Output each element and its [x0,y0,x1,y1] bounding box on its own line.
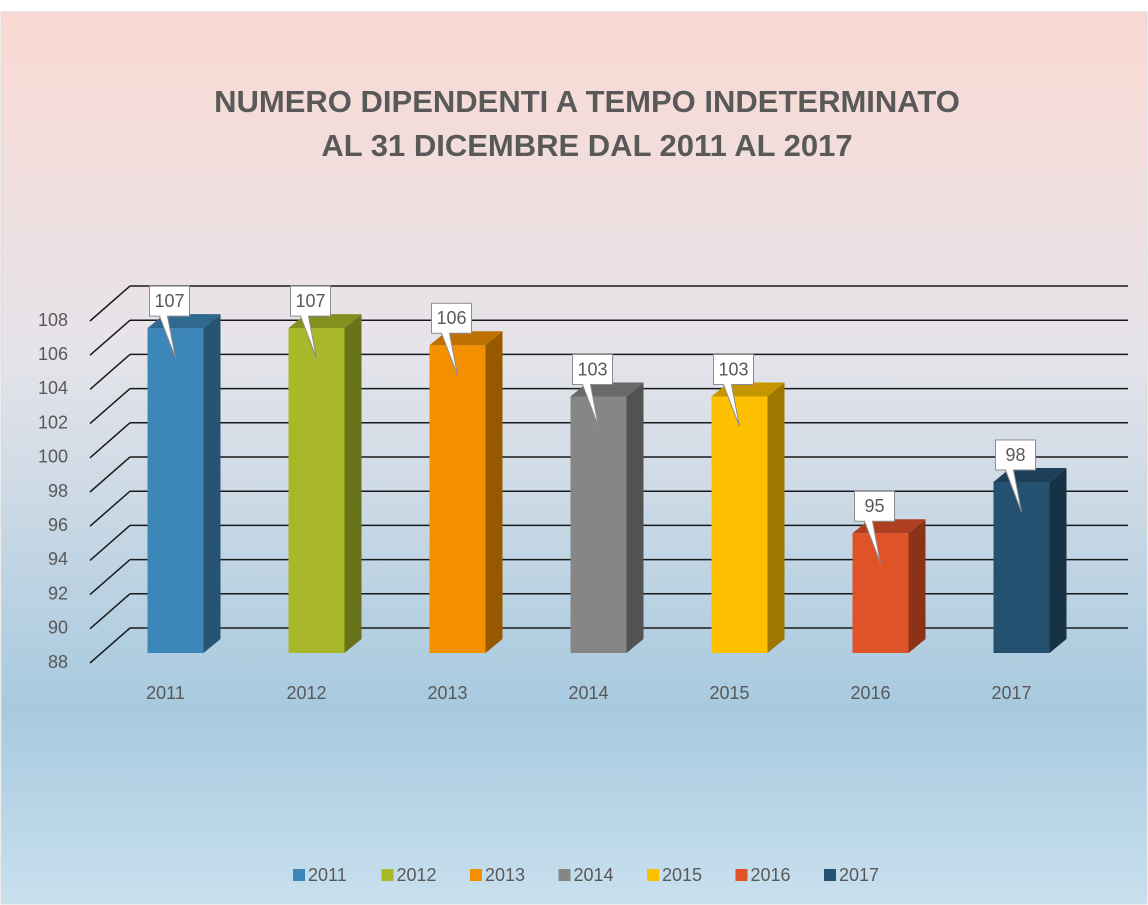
data-label: 107 [295,291,325,311]
grid-line-side [89,524,131,561]
data-label-box [149,285,190,359]
x-tick-label: 2017 [991,683,1031,703]
grid-line-side [89,456,131,493]
bar-side [908,519,926,653]
y-tick-label: 100 [38,447,68,467]
bar-front [711,396,768,653]
grid-line-side [89,285,131,322]
x-tick-label: 2012 [286,683,326,703]
y-tick-label: 88 [48,652,68,672]
bar [711,382,785,653]
x-tick-label: 2013 [427,683,467,703]
bar-side [1049,468,1067,653]
legend-swatch [381,869,394,881]
bar-side [203,314,221,653]
y-tick-label: 96 [48,515,68,535]
y-tick-label: 92 [48,583,68,603]
x-tick-label: 2014 [568,683,608,703]
legend-swatch [735,869,748,881]
legend-swatch [470,869,482,881]
bar [147,314,221,653]
legend-label: 2015 [662,865,702,885]
grid-line-side [89,388,131,425]
legend-swatch [647,869,659,881]
grid-line-side [89,559,131,596]
grid-line-side [89,422,131,459]
grid-line-side [89,627,131,664]
data-label: 103 [577,359,607,379]
data-label-box [713,354,754,427]
data-label: 103 [718,359,748,379]
legend-label: 2016 [751,865,791,885]
y-tick-label: 108 [38,310,68,330]
data-label: 98 [1005,445,1025,465]
legend-label: 2013 [485,865,525,885]
legend-label: 2012 [397,865,437,885]
x-tick-label: 2015 [709,683,749,703]
data-label: 106 [436,308,466,328]
y-tick-label: 106 [38,344,68,364]
bar-side [767,382,785,653]
bar-front [993,482,1050,653]
legend-swatch [824,869,836,881]
x-tick-label: 2016 [850,683,890,703]
bar-front [147,328,204,653]
bar [288,314,362,653]
bar-front [429,345,486,653]
data-label-box [290,285,331,359]
bar [993,468,1067,653]
bar-side [344,314,362,653]
bar-front [852,533,909,653]
legend: 2011 2012 2013 2014 2015 2016 2017 [293,865,879,885]
legend-label: 2011 [308,865,347,885]
y-tick-label: 94 [48,549,68,569]
y-tick-label: 102 [38,412,68,432]
y-tick-label: 104 [38,378,68,398]
grid-line-side [89,319,131,356]
title-line: NUMERO DIPENDENTI A TEMPO INDETERMINATO [214,84,960,119]
bar-front [570,396,627,653]
legend-label: 2014 [574,865,614,885]
bar [429,331,503,653]
y-tick-label: 90 [48,618,68,638]
grid-line-side [89,353,131,390]
bar-side [485,331,503,653]
data-label-box [431,302,472,376]
grid-line-side [89,593,131,630]
data-label-box [995,439,1036,513]
data-label: 95 [864,496,884,516]
bar-side [626,382,644,653]
legend-swatch [293,869,305,881]
legend-swatch [558,869,571,881]
bar [570,382,644,653]
chart-title: NUMERO DIPENDENTI A TEMPO INDETERMINATO … [214,84,960,163]
data-label-box [572,354,613,427]
title-line: AL 31 DICEMBRE DAL 2011 AL 2017 [321,128,852,163]
bar-front [288,328,345,653]
data-label-box [854,490,895,564]
grid-line-side [89,490,131,527]
data-label: 107 [154,291,184,311]
x-tick-label: 2011 [146,683,185,703]
y-tick-label: 98 [48,481,68,501]
legend-label: 2017 [839,865,879,885]
bar [852,519,926,653]
